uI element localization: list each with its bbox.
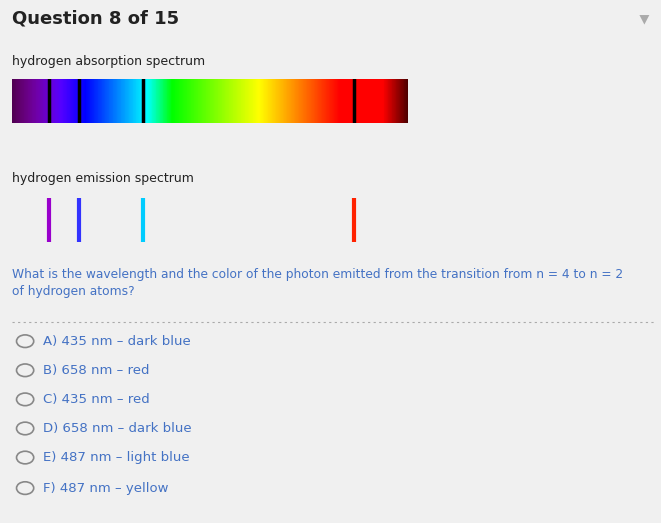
- Text: E) 487 nm – light blue: E) 487 nm – light blue: [43, 451, 190, 464]
- Text: A) 435 nm – dark blue: A) 435 nm – dark blue: [43, 335, 191, 348]
- Text: ▶: ▶: [638, 14, 651, 24]
- Text: of hydrogen atoms?: of hydrogen atoms?: [12, 286, 135, 299]
- Text: B) 658 nm – red: B) 658 nm – red: [43, 364, 149, 377]
- Text: hydrogen emission spectrum: hydrogen emission spectrum: [12, 172, 194, 185]
- Text: C) 435 nm – red: C) 435 nm – red: [43, 393, 149, 406]
- Text: Question 8 of 15: Question 8 of 15: [12, 10, 179, 28]
- Text: D) 658 nm – dark blue: D) 658 nm – dark blue: [43, 422, 192, 435]
- Text: F) 487 nm – yellow: F) 487 nm – yellow: [43, 482, 169, 495]
- Text: What is the wavelength and the color of the photon emitted from the transition f: What is the wavelength and the color of …: [12, 268, 623, 281]
- Text: hydrogen absorption spectrum: hydrogen absorption spectrum: [12, 55, 205, 68]
